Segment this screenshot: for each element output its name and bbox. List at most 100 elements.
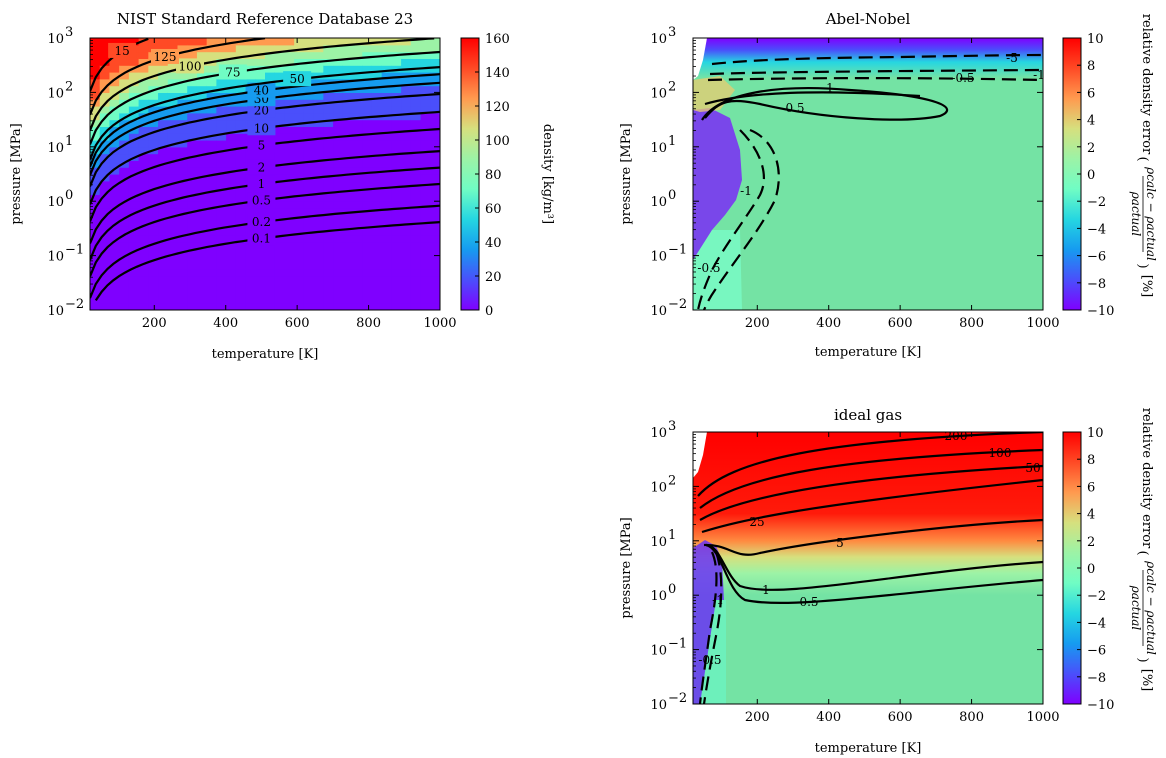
nist-field-cell xyxy=(235,160,247,168)
nist-field-cell xyxy=(420,262,431,270)
nist-field-cell xyxy=(187,214,198,223)
nist-field-cell xyxy=(148,99,159,107)
nist-field-cell xyxy=(313,201,324,209)
nist-field-cell xyxy=(313,276,324,284)
nist-field-cell xyxy=(90,269,101,277)
nist-field-cell xyxy=(177,282,188,291)
nist-field-cell xyxy=(284,276,295,284)
nist-field-cell xyxy=(148,296,159,304)
nist-field-cell xyxy=(196,99,208,107)
nist-field-cell xyxy=(226,262,237,270)
nist-field-cell xyxy=(167,187,179,195)
ideal-ytick-exponent: −2 xyxy=(668,691,687,706)
nist-field-cell xyxy=(187,126,198,134)
nist-field-cell xyxy=(420,201,431,209)
nist-field-cell xyxy=(401,112,412,121)
nist-field-cell xyxy=(226,153,237,161)
nist-field-cell xyxy=(371,248,383,257)
nist-field-cell xyxy=(313,187,324,195)
nist-field-cell xyxy=(362,126,373,134)
nist-field-cell xyxy=(245,133,256,141)
nist-field-cell xyxy=(294,133,305,141)
nist-field-cell xyxy=(362,65,373,73)
nist-field-cell xyxy=(216,201,227,209)
nist-field-cell xyxy=(235,269,247,277)
abel-cb-tick-label: −6 xyxy=(1087,250,1106,265)
abel-title: Abel-Nobel xyxy=(825,10,911,28)
nist-field-cell xyxy=(362,276,373,284)
nist-field-cell xyxy=(99,180,111,189)
nist-field-cell xyxy=(206,228,217,236)
nist-field-cell xyxy=(342,303,354,310)
nist-field-cell xyxy=(401,276,412,284)
nist-field-cell xyxy=(187,296,198,304)
nist-field-cell xyxy=(206,174,217,182)
abel-xtick-label: 600 xyxy=(888,316,913,331)
nist-field-cell xyxy=(430,242,440,250)
nist-field-cell xyxy=(323,146,334,155)
nist-field-cell xyxy=(303,242,315,250)
abel-colorbar xyxy=(1063,38,1081,310)
nist-field-cell xyxy=(362,194,373,202)
nist-field-cell xyxy=(362,221,373,229)
nist-field-cell xyxy=(294,282,305,291)
nist-field-cell xyxy=(235,85,247,93)
nist-field-cell xyxy=(226,269,237,277)
nist-field-cell xyxy=(99,106,111,114)
nist-field-cell xyxy=(352,51,363,59)
nist-field-cell xyxy=(371,187,383,195)
nist-field-cell xyxy=(352,160,363,168)
nist-field-cell xyxy=(333,276,344,284)
nist-field-cell xyxy=(158,289,169,297)
nist-field-cell xyxy=(216,140,227,148)
nist-field-cell xyxy=(391,174,402,182)
nist-field-cell xyxy=(371,201,383,209)
nist-field-cell xyxy=(371,214,383,223)
nist-field-cell xyxy=(274,262,286,270)
nist-contour-label: 40 xyxy=(254,84,269,98)
nist-clabel-bg xyxy=(247,159,276,175)
nist-field-cell xyxy=(148,133,159,141)
nist-field-cell xyxy=(196,269,208,277)
nist-field-cell xyxy=(284,99,295,107)
nist-field-cell xyxy=(216,269,227,277)
nist-field-cell xyxy=(177,133,188,141)
nist-field-cell xyxy=(313,262,324,270)
abel-cb-tick-label: −2 xyxy=(1087,195,1106,210)
nist-field-cell xyxy=(391,187,402,195)
nist-field-cell xyxy=(128,160,140,168)
nist-field-cell xyxy=(381,235,392,243)
nist-field-cell xyxy=(284,248,295,257)
nist-field-cell xyxy=(90,140,101,148)
nist-field-cell xyxy=(420,289,431,297)
nist-field-cell xyxy=(313,214,324,223)
nist-field-cell xyxy=(371,269,383,277)
nist-field-cell xyxy=(420,85,431,93)
nist-field-cell xyxy=(303,51,315,59)
nist-field-cell xyxy=(196,38,208,46)
nist-field-cell xyxy=(333,38,344,46)
nist-field-cell xyxy=(196,248,208,257)
nist-field-cell xyxy=(128,78,140,87)
nist-field-cell xyxy=(206,180,217,189)
nist-field-cell xyxy=(235,44,247,53)
nist-field-cell xyxy=(119,242,130,250)
nist-field-cell xyxy=(333,44,344,53)
nist-field-cell xyxy=(401,38,412,46)
nist-field-cell xyxy=(352,282,363,291)
nist-ytick-exponent: 2 xyxy=(65,79,73,94)
nist-field-cell xyxy=(158,72,169,80)
nist-contour-label: 15 xyxy=(115,44,130,58)
nist-field-cell xyxy=(235,174,247,182)
nist-colorbar-ticks: 0 20 40 60 80 100 120 140 160 xyxy=(475,32,510,319)
nist-field-cell xyxy=(196,289,208,297)
nist-field-cell xyxy=(284,153,295,161)
nist-field-cell xyxy=(206,296,217,304)
nist-field-cell xyxy=(148,187,159,195)
abel-cb-tick-label: −4 xyxy=(1087,222,1106,237)
nist-field-cell xyxy=(128,269,140,277)
ideal-cb-expr-den: ρactual xyxy=(1129,585,1143,631)
nist-field-cell xyxy=(362,296,373,304)
nist-field-cell xyxy=(391,119,402,127)
